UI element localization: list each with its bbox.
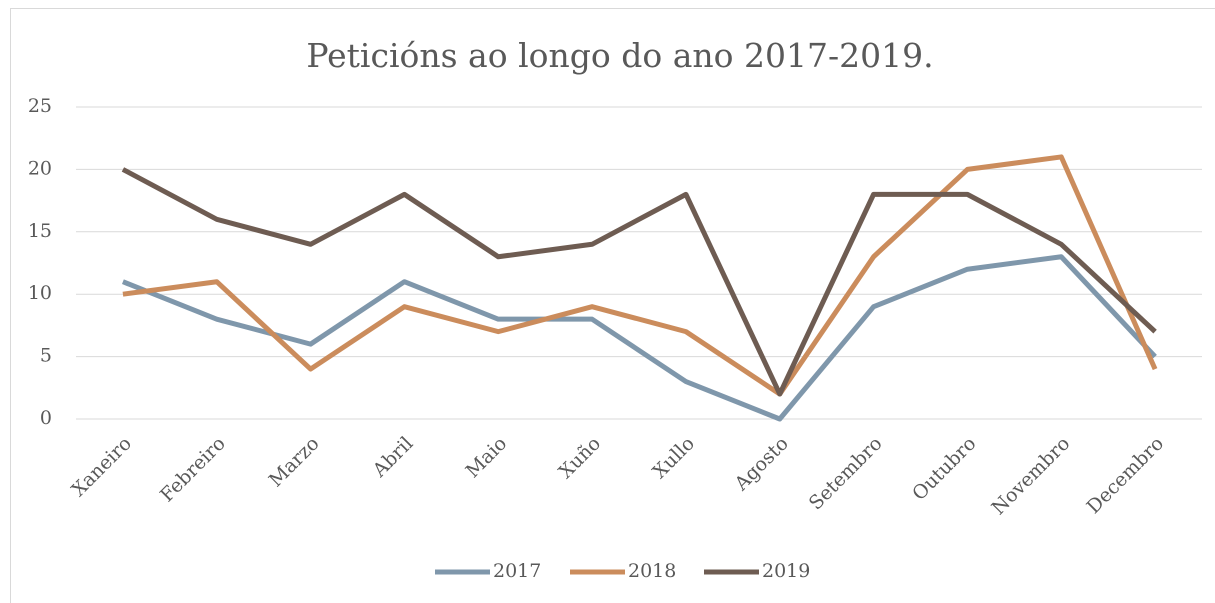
x-tick-label: Agosto <box>730 433 793 496</box>
series-line <box>121 167 1157 397</box>
x-tick-label: Decembro <box>1083 433 1169 519</box>
chart-frame <box>10 8 1215 603</box>
x-tick-label: Maio <box>462 433 512 483</box>
series-line <box>122 154 1158 397</box>
x-tick-label: Abril <box>368 433 418 483</box>
x-tick-label: Xuño <box>555 433 606 484</box>
legend-label: 2019 <box>762 560 810 582</box>
y-tick-label: 20 <box>28 157 52 179</box>
y-tick-label: 5 <box>40 345 52 367</box>
x-tick-label: Outubro <box>908 433 980 505</box>
x-tick-label: Setembro <box>805 433 887 515</box>
x-tick-label: Xullo <box>649 433 699 483</box>
x-tick-label: Xaneiro <box>67 433 136 502</box>
y-tick-label: 0 <box>40 407 52 429</box>
y-tick-label: 25 <box>28 95 52 117</box>
series-line <box>121 254 1157 422</box>
legend-label: 2018 <box>628 560 676 582</box>
x-tick-label: Febreiro <box>156 433 230 507</box>
y-tick-label: 10 <box>28 282 52 304</box>
chart-title: Peticións ao longo do ano 2017-2019. <box>306 36 933 75</box>
x-tick-label: Marzo <box>265 433 324 492</box>
legend-label: 2017 <box>493 560 541 582</box>
y-tick-label: 15 <box>28 220 52 242</box>
x-tick-label: Novembro <box>988 433 1075 520</box>
